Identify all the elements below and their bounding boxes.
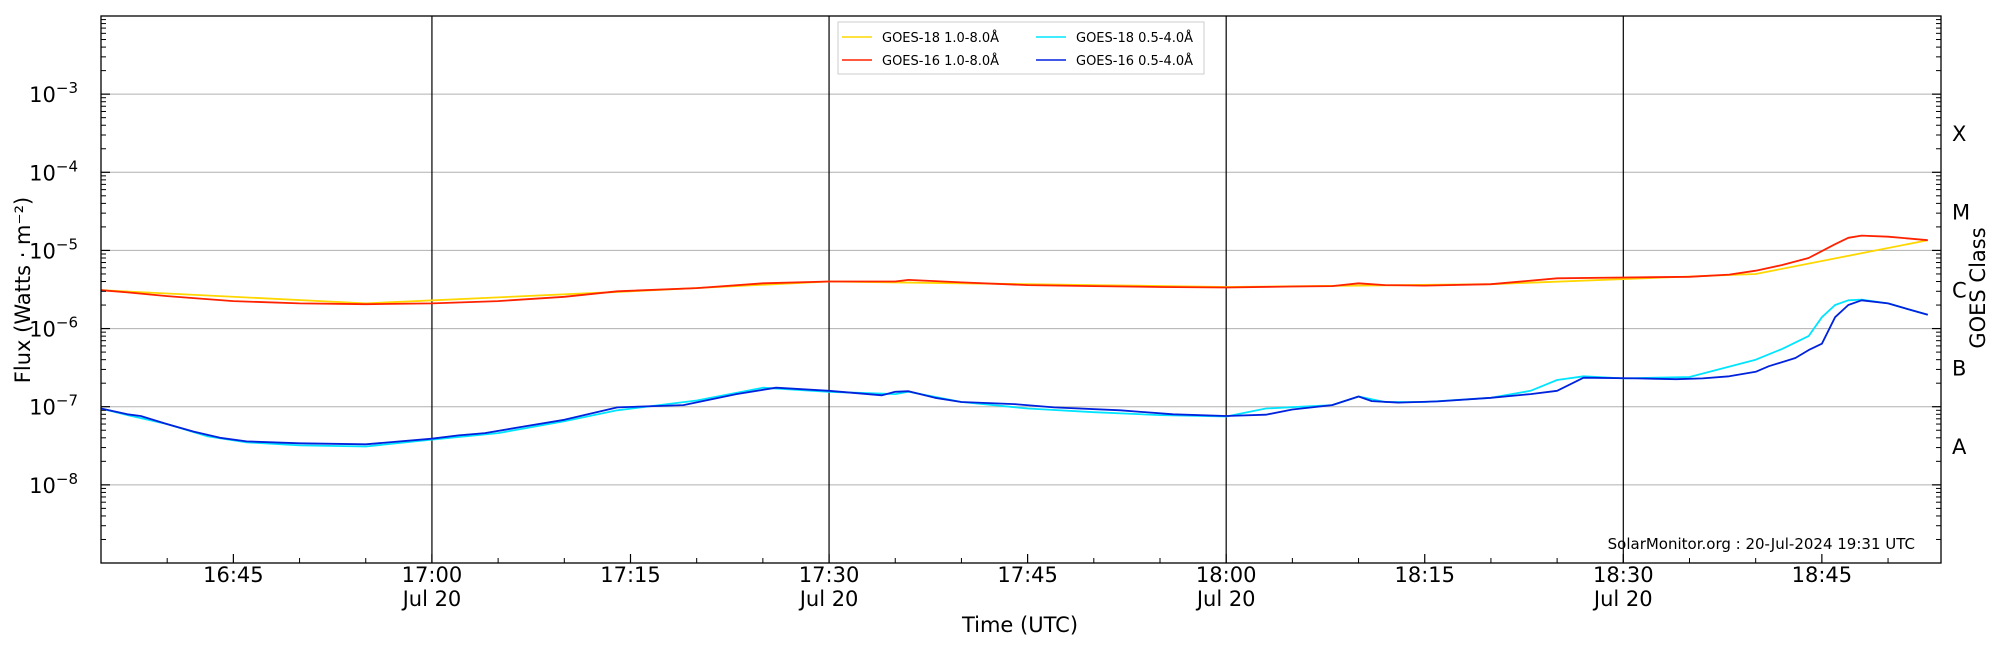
hour-lines [431,16,1624,563]
y-axis-title: Flux (Watts · m⁻²) [11,197,35,383]
y-tick-label: 10−4 [29,157,78,185]
x-axis-title: Time (UTC) [961,613,1078,637]
legend-label-goes18-short: GOES-18 0.5-4.0Å [1076,30,1193,46]
legend-label-goes16-long: GOES-16 1.0-8.0Å [882,53,999,69]
legend-label-goes16-short: GOES-16 0.5-4.0Å [1076,53,1193,69]
x-tick-date-label: Jul 20 [798,587,859,611]
x-tick-date-label: Jul 20 [401,587,462,611]
y-tick-label: 10−3 [29,79,78,107]
credit-text: SolarMonitor.org : 20-Jul-2024 19:31 UTC [1608,535,1915,553]
x-tick-date-label: Jul 20 [1195,587,1256,611]
x-tick-label: 17:15 [600,563,661,587]
y-tick-label: 10−8 [29,470,78,498]
goes-class-label: M [1952,200,1970,224]
x-tick-label: 18:15 [1394,563,1455,587]
y2-axis-title: GOES Class [1966,227,1990,348]
y-tick-label: 10−6 [29,314,78,342]
x-tick-label: 17:30 [799,563,860,587]
plot-frame [100,15,1942,564]
grid-layer [101,93,1941,486]
goes-class-label: B [1952,357,1966,381]
goes-class-label: X [1952,122,1966,146]
series-line-1 [100,234,1928,306]
goes-class-label: C [1952,279,1967,303]
x-tick-label: 17:45 [997,563,1058,587]
y-tick-label: 10−5 [29,235,78,263]
series-layer [100,234,1929,448]
x-tick-label: 18:45 [1792,563,1853,587]
legend-label-goes18-long: GOES-18 1.0-8.0Å [882,30,999,46]
legend: GOES-18 1.0-8.0Å GOES-16 1.0-8.0Å GOES-1… [837,21,1205,75]
y-tick-label: 10−7 [29,392,78,420]
x-tick-label: 18:00 [1196,563,1257,587]
goes-class-label: A [1952,435,1967,459]
tick-layer [100,19,1941,563]
x-tick-label: 18:30 [1593,563,1654,587]
x-tick-label: 17:00 [402,563,463,587]
x-tick-label: 16:45 [203,563,264,587]
series-line-3 [100,299,1929,446]
x-tick-date-label: Jul 20 [1592,587,1653,611]
legend-box [837,21,1205,75]
